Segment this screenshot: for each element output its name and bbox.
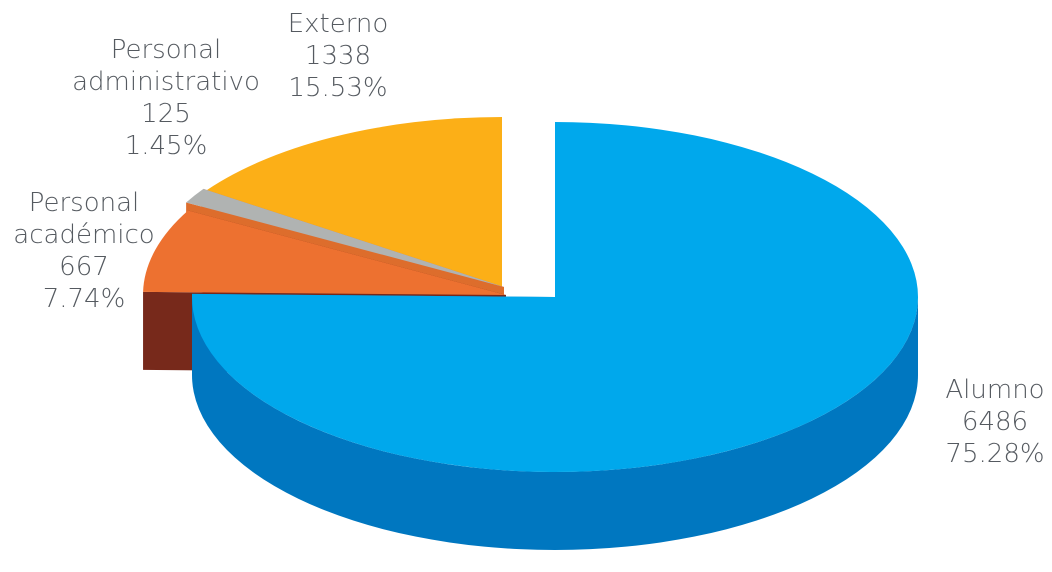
slice-side-alumno [192, 297, 918, 550]
slice-label: Alumno 6486 75.28% [945, 375, 1044, 469]
slice-value: 667 [59, 252, 109, 282]
slice-percent: 75.28% [945, 439, 1044, 469]
slice-value: 6486 [962, 407, 1028, 437]
slice-name: Externo [288, 9, 389, 39]
slice-name: administrativo [72, 67, 260, 97]
slice-value: 1338 [305, 41, 371, 71]
slice-name: académico [13, 220, 154, 250]
slice-top-personal-administrativo [186, 188, 504, 287]
slice-percent: 15.53% [288, 73, 387, 103]
pie-slices [143, 117, 919, 550]
slice-alumno [192, 122, 919, 550]
slice-top-alumno [192, 122, 919, 472]
slice-label: Externo 1338 15.53% [288, 9, 389, 103]
slice-name: Alumno [945, 375, 1044, 405]
slice-labels: Alumno 6486 75.28%Personal académico 667 7.74… [13, 9, 1044, 469]
slice-top-externo [201, 117, 502, 292]
slice-percent: 7.74% [43, 284, 126, 314]
slice-label: Personal académico 667 7.74% [13, 188, 154, 314]
slice-name: Personal [111, 35, 222, 65]
slice-name: Personal [29, 188, 140, 218]
slice-value: 125 [141, 99, 191, 129]
slice-label: Personal administrativo 125 1.45% [72, 35, 260, 161]
slice-top-personal-acad-mico [143, 210, 506, 295]
slice-percent: 1.45% [125, 131, 208, 161]
